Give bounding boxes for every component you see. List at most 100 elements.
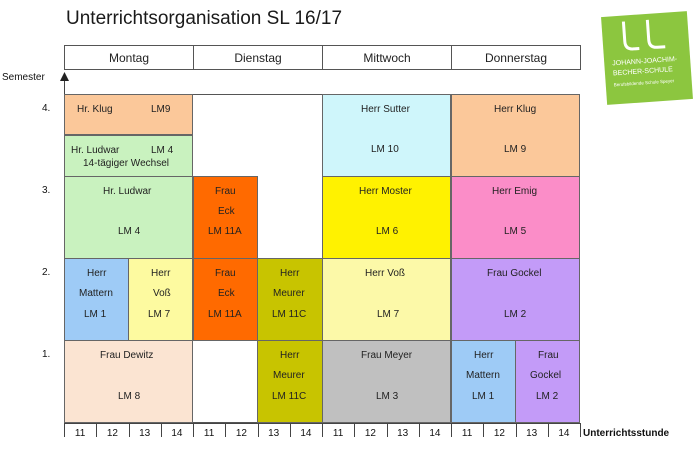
x-axis-tick-mark	[386, 423, 388, 437]
module-label: LM 4	[151, 145, 174, 156]
x-axis-tick-mark	[225, 423, 227, 437]
module-label: LM 7	[377, 309, 400, 320]
module-label: LM 1	[472, 391, 495, 402]
semester-label-3: 3.	[42, 185, 51, 196]
x-axis-tick-mark	[483, 423, 485, 437]
note-text: 14-tägiger Wechsel	[83, 158, 169, 169]
module-label: LM 8	[118, 391, 141, 402]
x-axis-tick-label: 11	[461, 428, 473, 439]
teacher-title: Herr	[87, 268, 107, 279]
module-label: LM 3	[376, 391, 399, 402]
module-label: LM 11C	[272, 391, 307, 402]
x-axis-tick-mark	[257, 423, 259, 437]
x-axis-tick-label: 11	[332, 428, 344, 439]
x-axis-tick-mark	[289, 423, 291, 437]
cell-s1-monday: Frau Dewitz LM 8	[64, 340, 193, 423]
teacher-name: Mattern	[466, 370, 500, 381]
logo-line-2: BECHER-SCHULE	[612, 66, 674, 78]
teacher-name: Eck	[218, 206, 235, 217]
semester-label-2: 2.	[42, 267, 51, 278]
cell-s2-monday-b: Herr Voß LM 7	[128, 258, 193, 341]
x-axis-tick-mark	[418, 423, 420, 437]
cell-s1-thursday-a: Herr Mattern LM 1	[451, 340, 516, 423]
logo-line-3: Berufsbildende Schule Speyer	[613, 78, 675, 88]
semester-label-4: 4.	[42, 103, 51, 114]
day-header-thursday: Donnerstag	[451, 45, 581, 70]
y-axis-label: Semester	[2, 72, 45, 83]
module-label: LM 7	[148, 309, 171, 320]
teacher-name: Mattern	[79, 288, 113, 299]
x-axis-tick-mark	[515, 423, 517, 437]
teacher-name: Frau Gockel	[487, 268, 542, 279]
module-label: LM 5	[504, 226, 527, 237]
module-label: LM 11C	[272, 309, 307, 320]
module-label: LM 6	[376, 226, 399, 237]
cell-s1-tuesday: Herr Meurer LM 11C	[257, 340, 323, 423]
teacher-name: Hr. Ludwar	[71, 145, 120, 156]
page-title: Unterrichtsorganisation SL 16/17	[66, 8, 343, 29]
cell-s2-wednesday: Herr Voß LM 7	[322, 258, 451, 341]
cell-s4-monday-bottom: Hr. Ludwar LM 4 14-tägiger Wechsel	[64, 135, 193, 177]
x-axis-tick-label: 12	[493, 428, 505, 439]
x-axis-tick-label: 11	[74, 428, 86, 439]
x-axis-tick-label: 14	[429, 428, 441, 439]
teacher-title: Frau	[538, 350, 559, 361]
x-axis-tick-mark	[96, 423, 98, 437]
module-label: LM 1	[84, 309, 107, 320]
teacher-name: Herr Klug	[494, 104, 537, 115]
module-label: LM9	[151, 104, 171, 115]
x-axis-tick-mark	[160, 423, 162, 437]
module-label: LM 4	[118, 226, 141, 237]
day-header-monday: Montag	[64, 45, 194, 70]
y-axis-arrow-icon	[60, 72, 69, 81]
teacher-name: Voß	[153, 288, 171, 299]
day-header-wednesday: Mittwoch	[322, 45, 452, 70]
cell-s2-monday-a: Herr Mattern LM 1	[64, 258, 129, 341]
x-axis-tick-label: 14	[558, 428, 570, 439]
teacher-name: Hr. Klug	[77, 104, 113, 115]
logo-mark-icon	[621, 19, 666, 51]
cell-s3-thursday: Herr Emig LM 5	[451, 176, 580, 259]
x-axis-tick-label: 14	[171, 428, 183, 439]
x-axis-tick-label: 12	[364, 428, 376, 439]
cell-s3-monday: Hr. Ludwar LM 4	[64, 176, 193, 259]
x-axis-tick-mark	[322, 423, 323, 437]
x-axis-tick-label: 13	[526, 428, 538, 439]
x-axis-tick-label: 12	[235, 428, 247, 439]
x-axis-tick-mark	[354, 423, 356, 437]
cell-s2-thursday: Frau Gockel LM 2	[451, 258, 580, 341]
teacher-name: Herr Emig	[492, 186, 538, 197]
cell-s1-thursday-b: Frau Gockel LM 2	[515, 340, 580, 423]
cell-s4-thursday: Herr Klug LM 9	[451, 94, 580, 177]
x-axis-tick-label: 13	[268, 428, 280, 439]
teacher-name: Herr Voß	[365, 268, 406, 279]
teacher-name: Frau Meyer	[361, 350, 413, 361]
teacher-name: Hr. Ludwar	[103, 186, 152, 197]
semester-label-1: 1.	[42, 349, 51, 360]
cell-s2-tuesday-b: Herr Meurer LM 11C	[257, 258, 323, 341]
teacher-title: Frau	[215, 268, 236, 279]
x-axis-tick-label: 13	[397, 428, 409, 439]
x-axis-tick-label: 14	[300, 428, 312, 439]
module-label: LM 2	[536, 391, 559, 402]
teacher-title: Frau	[215, 186, 236, 197]
teacher-name: Herr Sutter	[361, 104, 410, 115]
module-label: LM 11A	[208, 226, 242, 237]
module-label: LM 9	[504, 144, 527, 155]
teacher-name: Frau Dewitz	[100, 350, 154, 361]
x-axis-tick-label: 12	[106, 428, 118, 439]
day-header-tuesday: Dienstag	[193, 45, 323, 70]
cell-s4-monday-top: Hr. Klug LM9	[64, 94, 193, 135]
x-axis-tick-mark	[451, 423, 452, 437]
teacher-name: Eck	[218, 288, 235, 299]
x-axis-tick-mark	[580, 423, 581, 437]
x-axis-tick-mark	[128, 423, 130, 437]
x-axis-tick-label: 11	[203, 428, 215, 439]
module-label: LM 11A	[208, 309, 242, 320]
teacher-name: Herr Moster	[359, 186, 412, 197]
module-label: LM 2	[504, 309, 527, 320]
cell-s3-wednesday: Herr Moster LM 6	[322, 176, 451, 259]
x-axis-tick-mark	[193, 423, 194, 437]
x-axis-tick-label: 13	[139, 428, 151, 439]
cell-s1-wednesday: Frau Meyer LM 3	[322, 340, 451, 423]
